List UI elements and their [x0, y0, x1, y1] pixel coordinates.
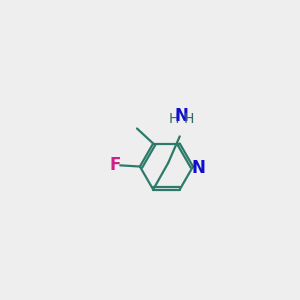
Text: N: N	[174, 107, 188, 125]
Text: H: H	[184, 112, 194, 126]
Text: F: F	[110, 156, 121, 174]
Text: H: H	[169, 112, 179, 126]
Text: N: N	[192, 159, 206, 177]
